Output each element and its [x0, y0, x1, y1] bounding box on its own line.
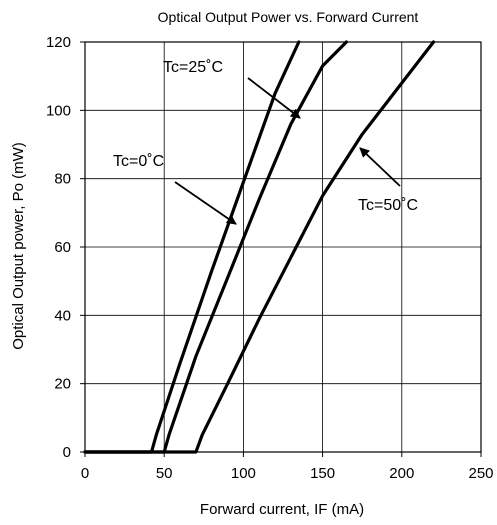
- chart-title: Optical Output Power vs. Forward Current: [158, 9, 419, 25]
- annotation-arrow: [247, 77, 301, 119]
- y-tick-label: 100: [46, 102, 71, 119]
- annotation-arrow: [174, 181, 237, 225]
- y-tick-label: 0: [63, 444, 71, 461]
- x-tick-label: 250: [468, 465, 493, 482]
- y-axis-label: Optical Output power, Po (mW): [10, 142, 27, 350]
- annotations: Tc=0˚C Tc=25˚C Tc=50˚C: [113, 59, 418, 225]
- series-line-0: [83, 40, 301, 454]
- annotation-arrow: [359, 147, 401, 187]
- series-lines: [83, 40, 436, 454]
- y-tick-label: 40: [54, 307, 71, 324]
- annotation-label: Tc=50˚C: [358, 197, 418, 214]
- y-tick-label: 60: [54, 239, 71, 256]
- gridlines: [85, 42, 481, 452]
- x-axis-label: Forward current, IF (mA): [200, 501, 364, 518]
- series-line-1: [83, 40, 348, 454]
- annotation-label: Tc=0˚C: [113, 153, 164, 170]
- tick-labels: 0 50 100 150 200 250 0 20 40 60 80 100 120: [46, 34, 494, 482]
- y-tick-label: 80: [54, 171, 71, 188]
- series-line-2: [83, 40, 436, 454]
- x-tick-label: 100: [231, 465, 256, 482]
- x-tick-label: 150: [310, 465, 335, 482]
- annotation-label: Tc=25˚C: [163, 59, 223, 76]
- x-tick-label: 0: [81, 465, 89, 482]
- x-tick-label: 50: [156, 465, 173, 482]
- y-tick-label: 20: [54, 376, 71, 393]
- x-tick-label: 200: [389, 465, 414, 482]
- y-tick-label: 120: [46, 34, 71, 51]
